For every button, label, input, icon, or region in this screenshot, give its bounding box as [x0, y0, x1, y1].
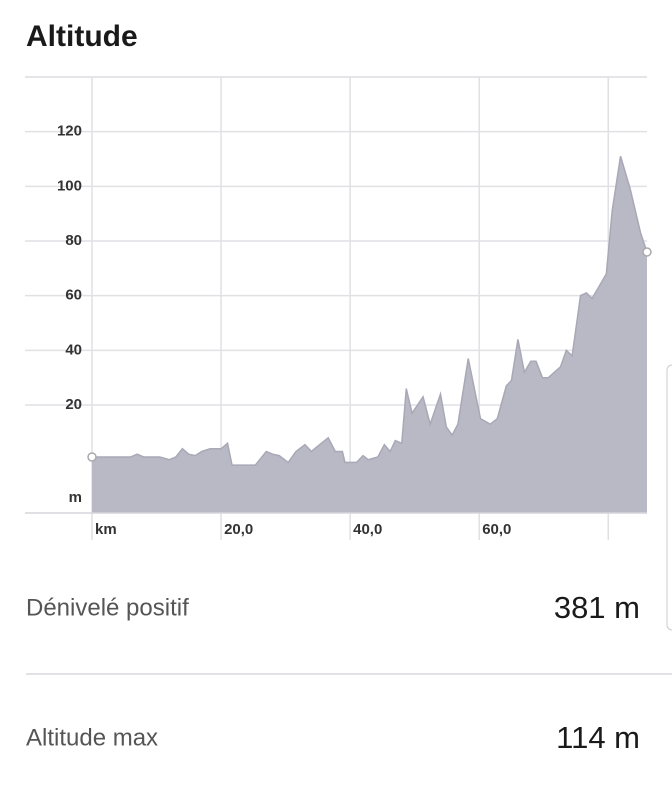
section-title: Altitude: [26, 20, 138, 53]
end-marker: [87, 452, 97, 462]
stat-label: Altitude max: [26, 724, 158, 751]
stat-value: 381 m: [554, 590, 640, 625]
x-tick-label: 40,0: [353, 521, 382, 538]
area: [92, 156, 647, 514]
x-tick-label: 20,0: [224, 521, 253, 538]
x-tick-label: km: [95, 521, 117, 538]
y-tick-label: 20: [65, 396, 82, 413]
stat-label: Dénivelé positif: [26, 594, 189, 621]
x-tick-label: 60,0: [482, 521, 511, 538]
area-line: [92, 156, 648, 466]
end-marker: [642, 247, 652, 257]
y-axis-label: m: [69, 489, 82, 506]
y-tick-label: 60: [65, 287, 82, 304]
y-tick-label: 40: [65, 341, 82, 358]
scrollbar: [666, 364, 672, 631]
stat-value: 114 m: [556, 720, 640, 755]
y-tick-label: 120: [57, 123, 82, 140]
y-tick-label: 80: [65, 232, 82, 249]
y-tick-label: 100: [57, 177, 82, 194]
